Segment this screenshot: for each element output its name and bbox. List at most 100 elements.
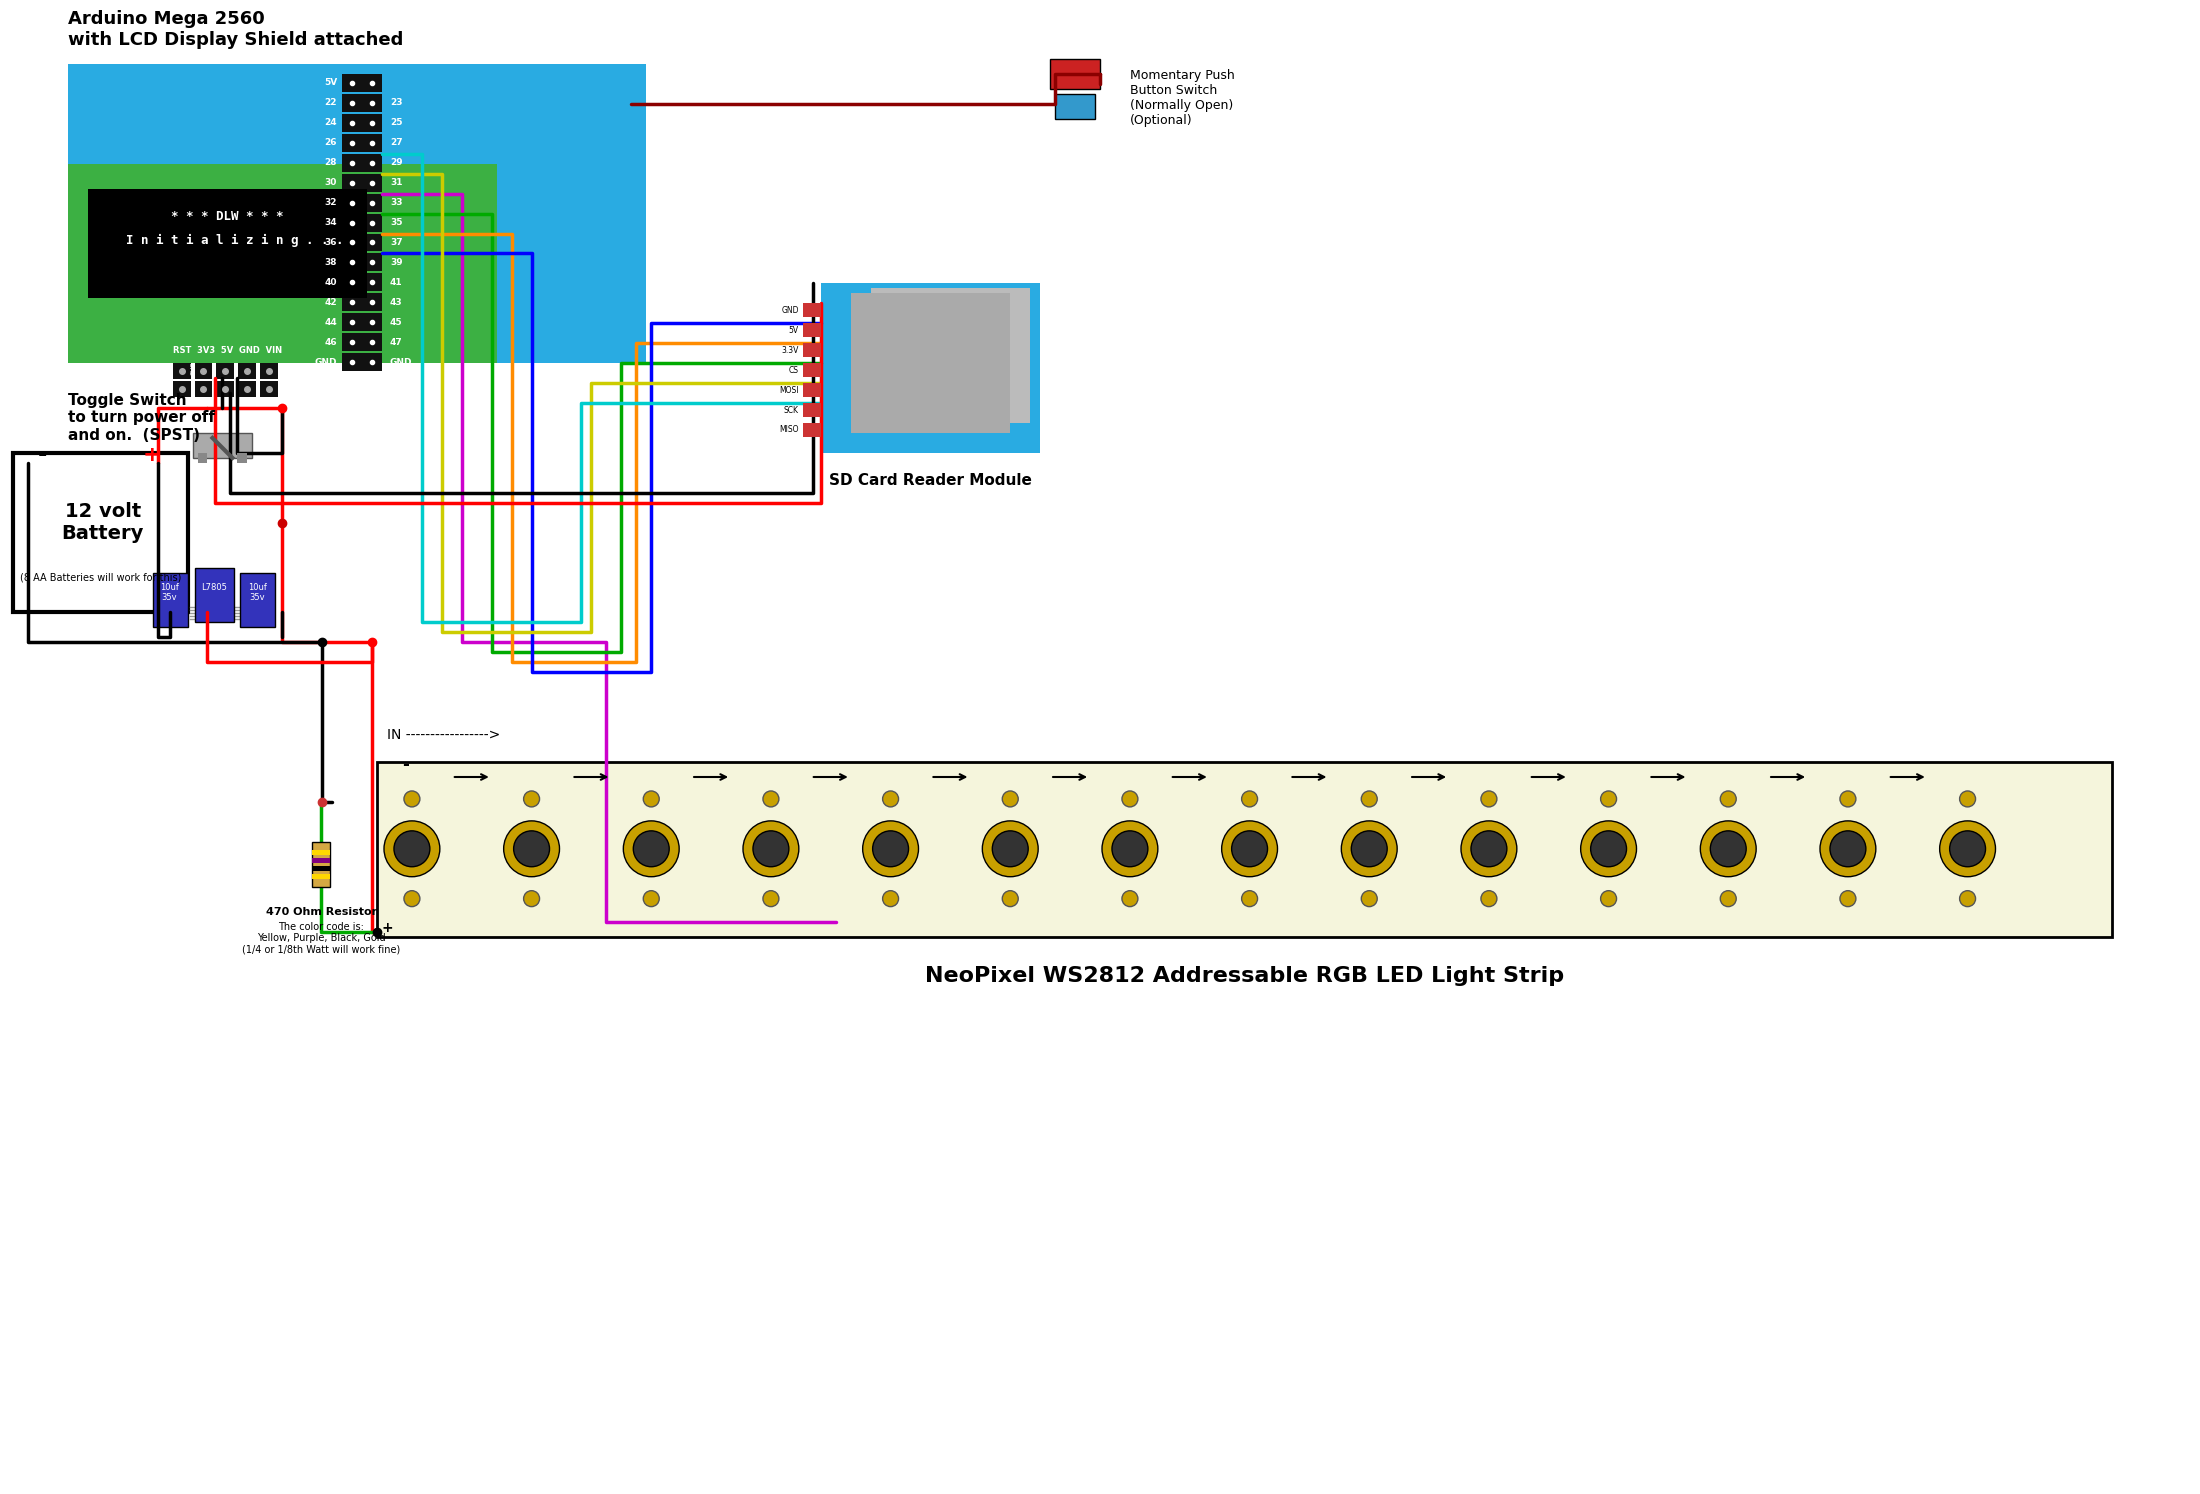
Bar — [343, 173, 383, 191]
Circle shape — [1819, 820, 1877, 877]
Text: L7805: L7805 — [202, 583, 227, 592]
Circle shape — [405, 790, 420, 807]
Text: 38: 38 — [326, 258, 337, 267]
Circle shape — [873, 831, 909, 867]
Text: 29: 29 — [389, 158, 403, 167]
Text: +: + — [383, 920, 394, 935]
Text: 5V: 5V — [323, 78, 337, 88]
Text: 31: 31 — [389, 178, 403, 187]
Text: SD Card Reader Module: SD Card Reader Module — [829, 472, 1032, 489]
Bar — [343, 233, 383, 251]
Bar — [343, 333, 383, 351]
Circle shape — [1342, 820, 1397, 877]
Text: Momentary Push
Button Switch
(Normally Open)
(Optional): Momentary Push Button Switch (Normally O… — [1131, 69, 1234, 127]
Bar — [871, 288, 1030, 423]
Circle shape — [1232, 831, 1267, 867]
Circle shape — [882, 790, 898, 807]
Circle shape — [524, 790, 539, 807]
Bar — [194, 363, 213, 379]
Text: CS: CS — [790, 366, 799, 375]
Text: 42: 42 — [323, 297, 337, 306]
Bar — [376, 762, 2112, 937]
Bar — [803, 382, 821, 397]
Circle shape — [385, 820, 440, 877]
Bar — [88, 188, 367, 299]
Text: 12 volt
Battery: 12 volt Battery — [62, 502, 143, 544]
Text: MOSI: MOSI — [779, 385, 799, 394]
Bar — [260, 363, 277, 379]
Circle shape — [642, 790, 660, 807]
Bar — [343, 154, 383, 172]
Text: 32: 32 — [326, 199, 337, 208]
Bar — [172, 363, 191, 379]
Bar — [238, 363, 257, 379]
Circle shape — [634, 831, 669, 867]
Circle shape — [1701, 820, 1756, 877]
Text: 24: 24 — [323, 118, 337, 127]
Bar — [238, 453, 246, 463]
Text: 41: 41 — [389, 278, 403, 287]
Bar — [343, 254, 383, 272]
Circle shape — [1839, 790, 1857, 807]
Text: 5V: 5V — [790, 326, 799, 335]
Text: 33: 33 — [389, 199, 403, 208]
Text: 470 Ohm Resistor: 470 Ohm Resistor — [266, 907, 376, 917]
Circle shape — [862, 820, 920, 877]
Circle shape — [1221, 820, 1278, 877]
Text: 34: 34 — [323, 218, 337, 227]
Text: 3V3: 3V3 — [191, 362, 196, 375]
Circle shape — [1580, 820, 1637, 877]
Circle shape — [1472, 831, 1507, 867]
Circle shape — [1481, 890, 1496, 907]
Bar — [343, 114, 383, 131]
Circle shape — [642, 890, 660, 907]
Text: 10uf
35v: 10uf 35v — [249, 583, 266, 602]
Bar — [312, 850, 330, 855]
Text: 3.3V: 3.3V — [781, 345, 799, 354]
Text: 43: 43 — [389, 297, 403, 306]
Text: (8 AA Batteries will work for this): (8 AA Batteries will work for this) — [20, 572, 180, 583]
Circle shape — [1960, 790, 1976, 807]
Bar — [312, 841, 330, 887]
Circle shape — [1351, 831, 1388, 867]
Circle shape — [524, 890, 539, 907]
Circle shape — [992, 831, 1027, 867]
Bar — [803, 363, 821, 376]
Circle shape — [1960, 890, 1976, 907]
Bar — [343, 273, 383, 291]
Circle shape — [1709, 831, 1747, 867]
Circle shape — [983, 820, 1038, 877]
Circle shape — [513, 831, 550, 867]
Text: 28: 28 — [326, 158, 337, 167]
Circle shape — [744, 820, 799, 877]
Circle shape — [1122, 890, 1137, 907]
Circle shape — [1949, 831, 1987, 867]
Bar — [216, 363, 235, 379]
Text: 26: 26 — [326, 139, 337, 148]
Circle shape — [394, 831, 429, 867]
Circle shape — [1461, 820, 1516, 877]
Text: 27: 27 — [389, 139, 403, 148]
Circle shape — [752, 831, 790, 867]
Bar — [343, 314, 383, 332]
Bar — [343, 94, 383, 112]
Bar — [312, 874, 330, 878]
Bar — [343, 293, 383, 311]
Bar — [13, 453, 187, 613]
Text: 25: 25 — [389, 118, 403, 127]
Circle shape — [763, 890, 779, 907]
Bar — [238, 381, 257, 397]
Bar — [312, 858, 330, 862]
Bar — [198, 453, 207, 463]
Text: 23: 23 — [389, 99, 403, 108]
Circle shape — [1591, 831, 1626, 867]
Circle shape — [1362, 890, 1377, 907]
Text: GND: GND — [315, 357, 337, 366]
Text: 36: 36 — [326, 238, 337, 247]
Bar — [343, 194, 383, 212]
Text: Toggle Switch
to turn power off
and on.  (SPST): Toggle Switch to turn power off and on. … — [68, 393, 216, 442]
Text: 44: 44 — [323, 318, 337, 327]
Bar — [240, 572, 275, 627]
Text: IN ----------------->: IN -----------------> — [387, 728, 499, 743]
Circle shape — [1839, 890, 1857, 907]
